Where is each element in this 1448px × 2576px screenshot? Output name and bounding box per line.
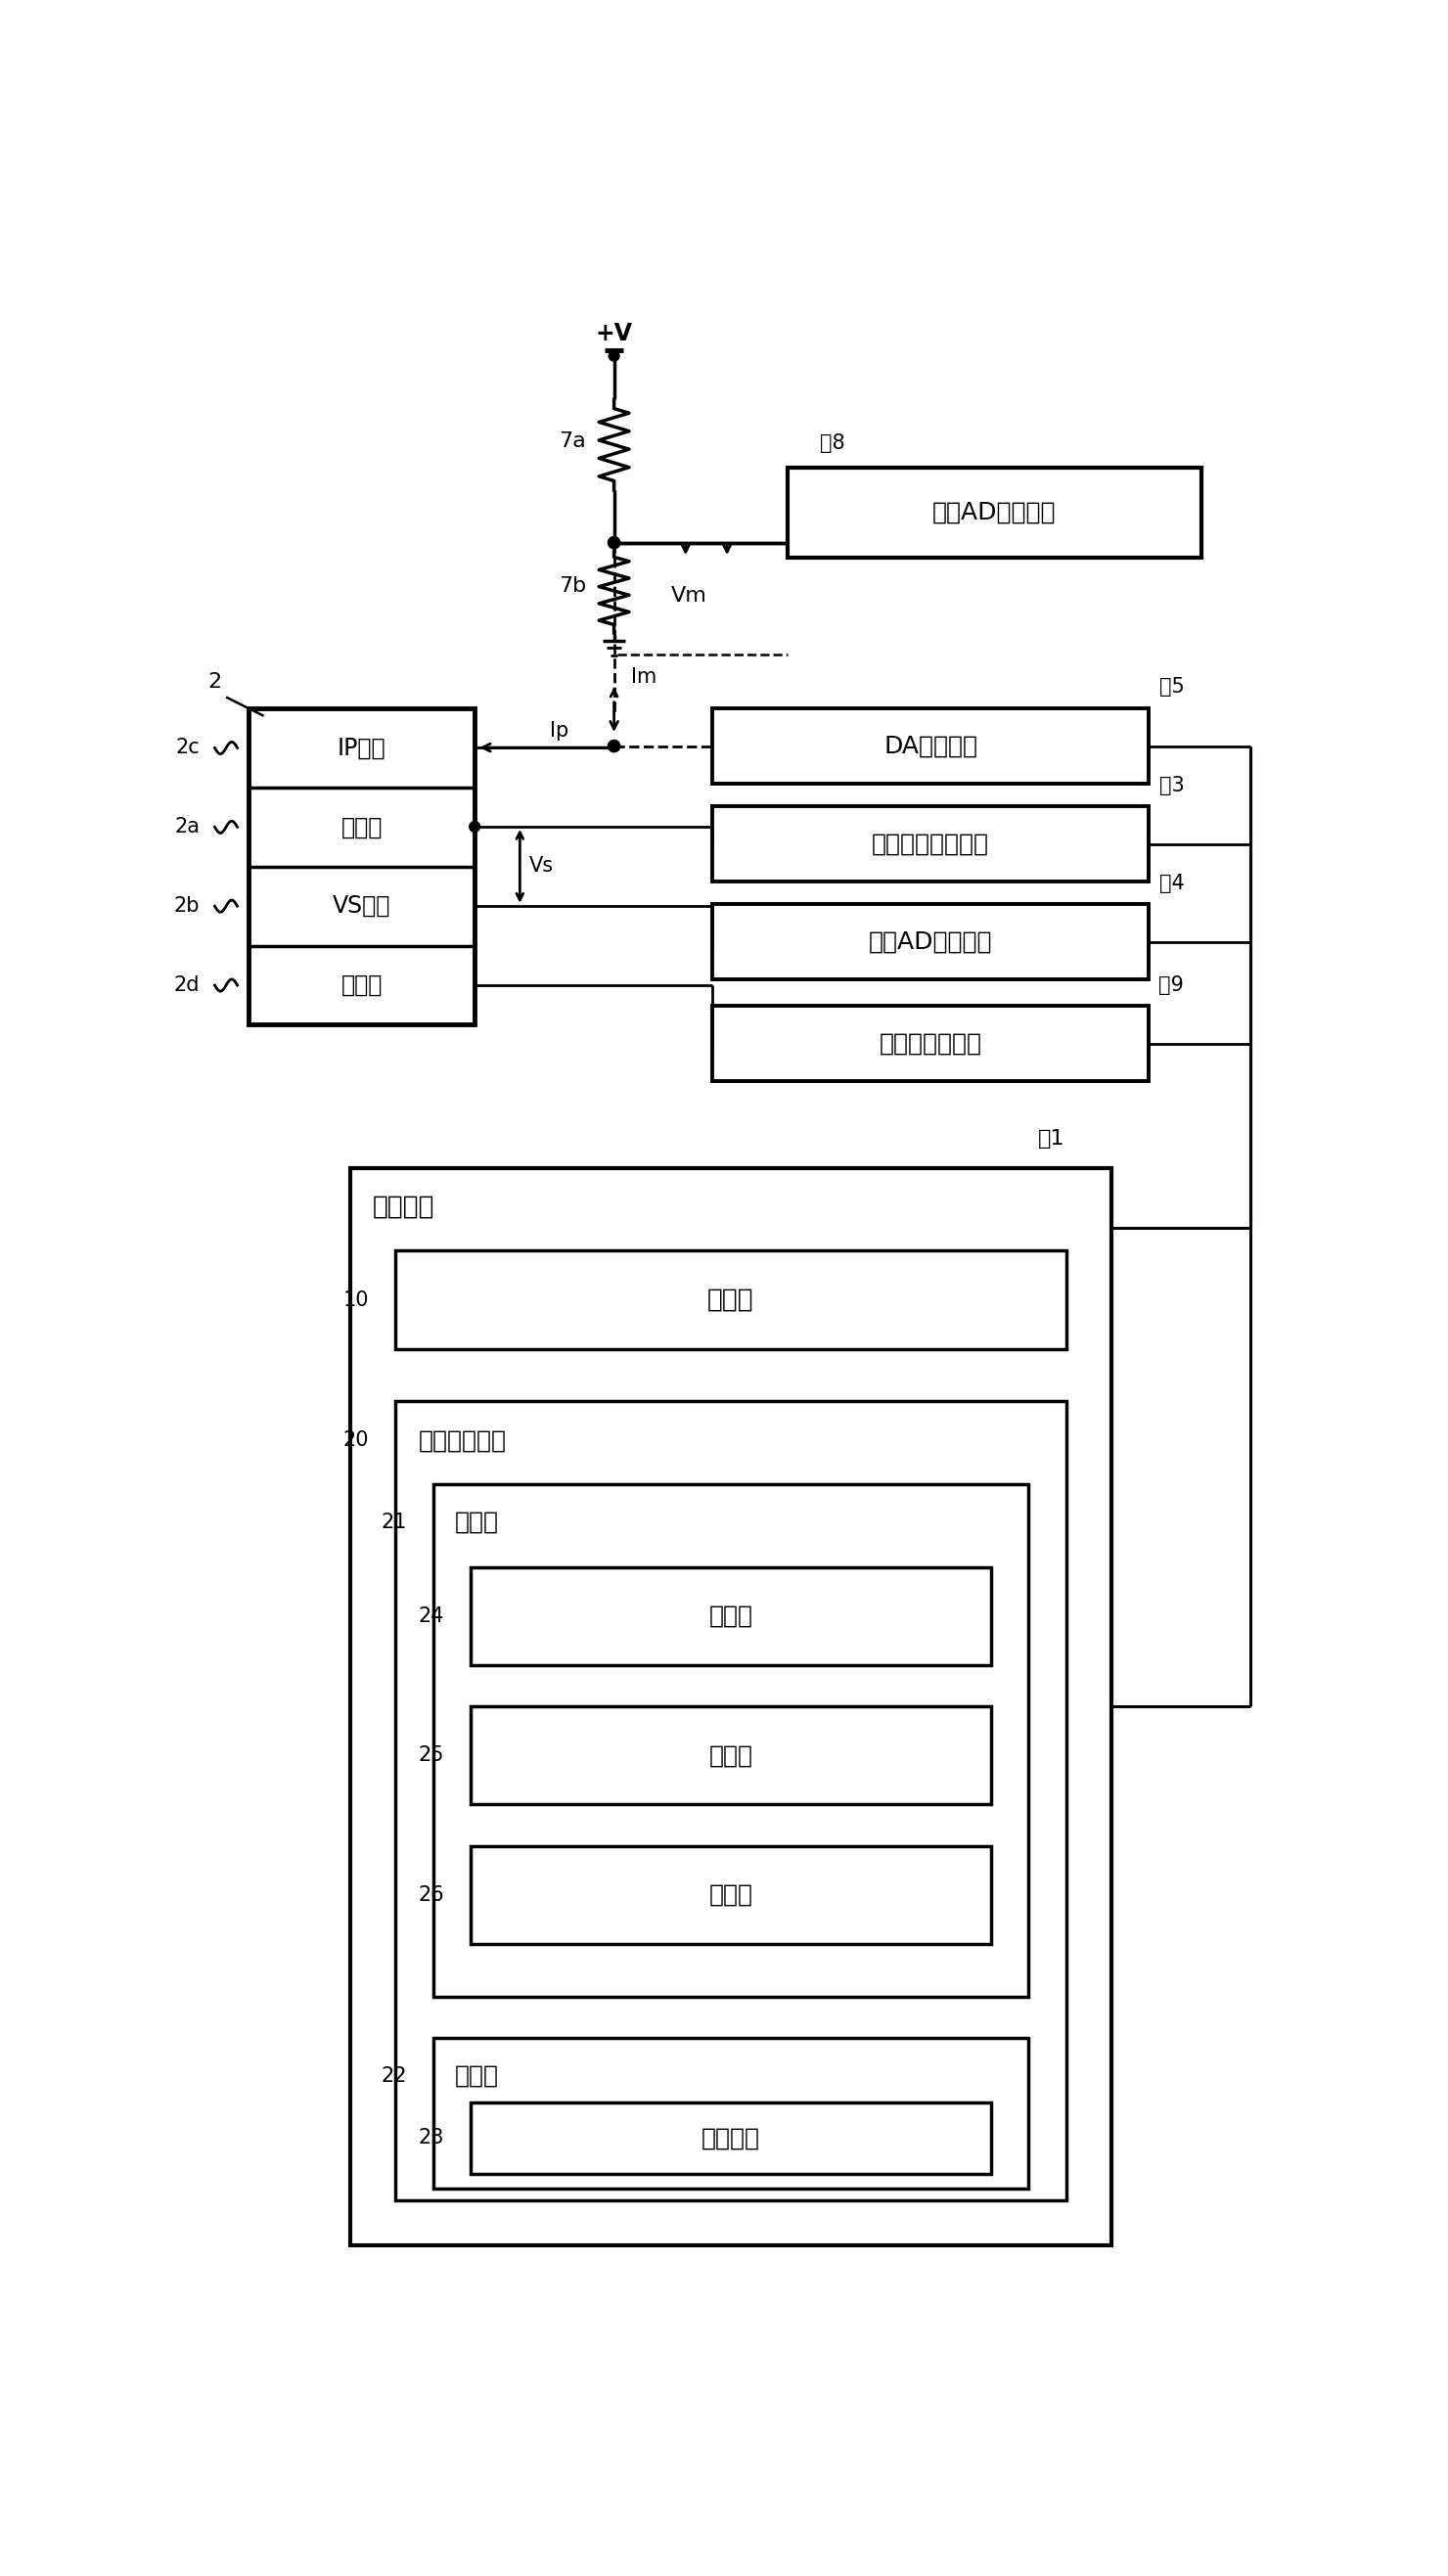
Bar: [471, 2102, 990, 2174]
Bar: [471, 1705, 990, 1803]
Text: ～1: ～1: [1038, 1128, 1064, 1149]
Text: 处理器: 处理器: [455, 1510, 498, 1533]
Text: 25: 25: [418, 1747, 445, 1765]
Bar: [395, 1252, 1066, 1350]
Text: 取得部: 取得部: [708, 1744, 753, 1767]
Text: 2a: 2a: [174, 817, 200, 837]
Bar: [395, 1401, 1066, 2200]
Text: 加热器驱动电路: 加热器驱动电路: [879, 1033, 982, 1056]
Circle shape: [608, 739, 620, 752]
Bar: [433, 2038, 1028, 2190]
Text: 2: 2: [209, 672, 222, 693]
Circle shape: [608, 536, 620, 549]
Text: 24: 24: [418, 1607, 445, 1625]
Text: 21: 21: [381, 1512, 407, 1533]
Text: IP单元: IP单元: [337, 737, 387, 760]
Text: VS单元: VS单元: [333, 894, 391, 917]
Text: 第二AD转换电路: 第二AD转换电路: [933, 500, 1057, 526]
Text: 基准电位生成电路: 基准电位生成电路: [872, 832, 989, 855]
Bar: [433, 1484, 1028, 1996]
Text: +V: +V: [595, 322, 633, 345]
Bar: [712, 1007, 1148, 1082]
Circle shape: [608, 350, 620, 361]
Text: Im: Im: [631, 667, 656, 688]
Text: ～8: ～8: [820, 433, 846, 453]
Text: Vs: Vs: [529, 855, 553, 876]
Bar: [788, 466, 1202, 559]
Text: 2c: 2c: [175, 739, 200, 757]
Text: ～3: ～3: [1158, 775, 1184, 796]
Text: 2d: 2d: [174, 976, 200, 994]
Text: 26: 26: [418, 1886, 445, 1904]
Circle shape: [469, 822, 479, 832]
Text: ～9: ～9: [1158, 976, 1184, 994]
Text: 诊断部: 诊断部: [708, 1883, 753, 1906]
Bar: [249, 708, 475, 1025]
Bar: [350, 1167, 1111, 2246]
Text: 第一AD转换电路: 第一AD转换电路: [869, 930, 992, 953]
Bar: [712, 708, 1148, 783]
Text: 7a: 7a: [559, 430, 586, 451]
Text: 2b: 2b: [174, 896, 200, 917]
Bar: [712, 806, 1148, 881]
Text: 存储器: 存储器: [455, 2063, 498, 2087]
Text: 控制器: 控制器: [708, 1288, 754, 1311]
Text: DA转换电路: DA转换电路: [883, 734, 977, 757]
Bar: [471, 1847, 990, 1945]
Text: 诊断程序: 诊断程序: [701, 2125, 760, 2148]
Text: 加热器: 加热器: [340, 974, 382, 997]
Text: ～4: ～4: [1158, 873, 1184, 894]
Text: 输出部: 输出部: [708, 1605, 753, 1628]
Bar: [471, 1566, 990, 1664]
Text: 控制装置: 控制装置: [374, 1195, 434, 1221]
Text: ～5: ～5: [1158, 677, 1184, 698]
Text: 20: 20: [343, 1430, 369, 1450]
Text: Ip: Ip: [550, 721, 569, 742]
Bar: [712, 904, 1148, 979]
Text: 故障判定装置: 故障判定装置: [418, 1430, 507, 1453]
Text: 气体室: 气体室: [340, 814, 382, 840]
Text: 7b: 7b: [559, 577, 586, 595]
Text: 22: 22: [381, 2066, 407, 2087]
Text: 10: 10: [343, 1291, 369, 1309]
Text: Vm: Vm: [670, 585, 707, 605]
Text: 23: 23: [418, 2128, 445, 2148]
